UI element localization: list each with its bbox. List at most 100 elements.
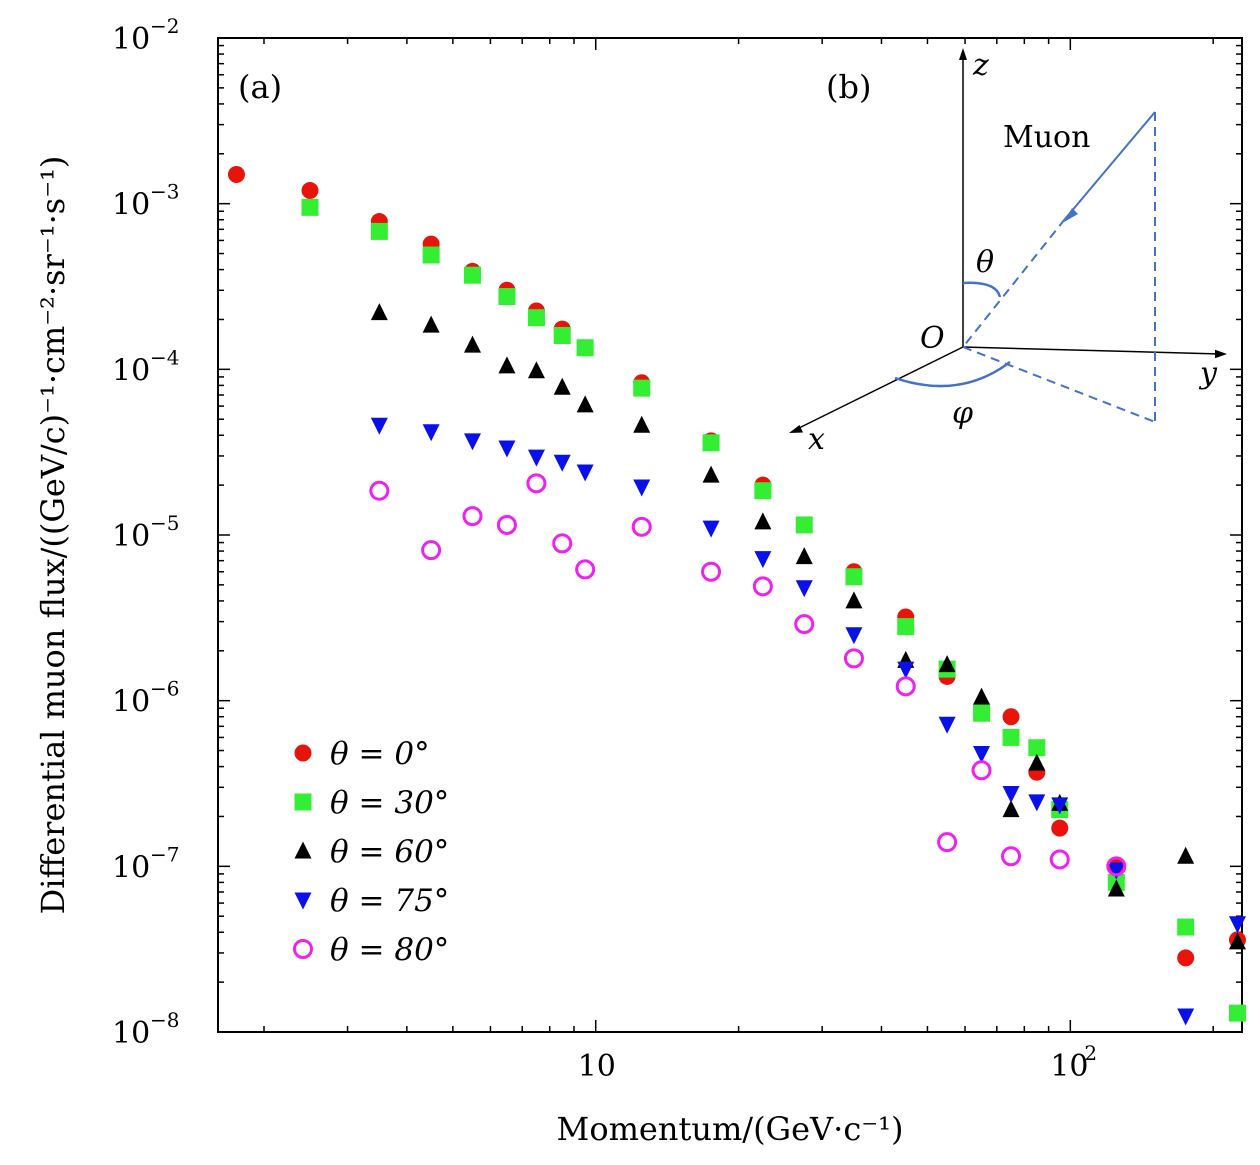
y-tick-label: 10 (112, 685, 150, 720)
data-point (576, 339, 594, 357)
muon-label: Muon (1003, 120, 1090, 155)
data-point (631, 516, 652, 537)
data-point (498, 356, 516, 374)
x-tick-label: 10 (578, 1049, 616, 1084)
data-point (1107, 879, 1125, 897)
data-point (370, 417, 388, 435)
data-point (1106, 856, 1127, 877)
y-axis (962, 346, 1221, 355)
data-point (421, 540, 442, 561)
theta-arc (962, 281, 1002, 298)
data-point (795, 547, 813, 565)
data-point (1028, 739, 1046, 757)
legend-marker (294, 892, 312, 910)
legend-entry: θ = 30° (330, 785, 449, 821)
y-axis-arrow (1215, 349, 1227, 359)
data-point (795, 580, 813, 598)
data-point (702, 434, 720, 452)
data-point (845, 627, 863, 645)
data-point (301, 182, 319, 200)
legend-entry: θ = 0° (330, 736, 430, 772)
legend-marker (294, 841, 312, 859)
legend-marker (294, 744, 312, 762)
data-point (845, 568, 863, 586)
series-3 (370, 417, 1246, 1026)
phi-arc (894, 361, 1011, 388)
data-point (527, 309, 545, 327)
data-point (553, 377, 571, 395)
data-point (1177, 846, 1195, 864)
phi-label: φ (952, 396, 973, 431)
data-point (633, 379, 651, 397)
data-point (369, 480, 390, 501)
data-point (1028, 794, 1046, 812)
data-point (1001, 846, 1022, 867)
data-point (1107, 862, 1125, 880)
data-point (227, 165, 245, 183)
legend-marker (294, 793, 312, 811)
legend-entry: θ = 80° (330, 932, 449, 968)
y-axis-label-inset: y (1198, 356, 1218, 391)
data-point (633, 415, 651, 433)
data-point (576, 464, 594, 482)
data-point (422, 246, 440, 264)
data-point (795, 516, 813, 534)
projection-line-3 (962, 346, 1156, 423)
z-axis-arrow (959, 48, 967, 60)
data-point (1051, 797, 1069, 815)
data-point (526, 473, 547, 494)
panel-label-b: (b) (826, 68, 871, 106)
series-4 (369, 473, 1127, 877)
data-point (1028, 753, 1046, 771)
data-point (897, 661, 915, 679)
data-point (1177, 1008, 1195, 1026)
x-axis-label: Momentum/(GeV·c⁻¹) (557, 1110, 904, 1148)
theta-label: θ (976, 245, 994, 280)
legend-entry: θ = 60° (330, 834, 449, 870)
y-tick-label: 10 (112, 22, 150, 57)
data-point (464, 335, 482, 353)
y-axis-label: Differential muon flux/((GeV/c)⁻¹·cm⁻²·s… (34, 156, 72, 915)
origin-label: O (920, 321, 945, 356)
data-point (754, 482, 772, 500)
data-markers (227, 165, 1246, 1026)
data-point (895, 676, 916, 697)
data-point (498, 440, 516, 458)
data-point (843, 648, 864, 669)
y-tick-label-exponent: −7 (150, 842, 179, 866)
data-point (553, 327, 571, 345)
data-point (1228, 1004, 1246, 1022)
data-point (1051, 819, 1069, 837)
data-point (1049, 849, 1070, 870)
data-point (973, 704, 991, 722)
y-tick-label: 10 (112, 1016, 150, 1051)
data-point (633, 479, 651, 497)
y-tick-label: 10 (112, 850, 150, 885)
data-point (702, 465, 720, 483)
panel-label-a: (a) (238, 68, 282, 106)
y-tick-label-exponent: −5 (150, 511, 179, 535)
data-point (897, 618, 915, 636)
axis-tick-labels: 10−210−310−410−510−610−710−810 102 (112, 14, 1097, 1084)
data-point (498, 288, 516, 306)
data-point (575, 559, 596, 580)
series-2 (370, 303, 1246, 950)
x-tick-label: 10 (1050, 1049, 1088, 1084)
x-axis-arrow (789, 425, 803, 433)
data-point (496, 514, 517, 535)
x-axis (794, 346, 964, 431)
z-axis-label: z (972, 48, 989, 83)
data-point (464, 433, 482, 451)
y-tick-label: 10 (112, 188, 150, 223)
data-point (1228, 932, 1246, 950)
data-point (938, 716, 956, 734)
data-point (370, 222, 388, 240)
series-1 (301, 198, 1246, 1022)
y-tick-label-exponent: −4 (150, 345, 179, 369)
data-point (464, 266, 482, 284)
data-point (462, 506, 483, 527)
data-point (553, 454, 571, 472)
data-point (1177, 918, 1195, 936)
data-point (971, 760, 992, 781)
y-tick-label-exponent: −3 (150, 180, 179, 204)
